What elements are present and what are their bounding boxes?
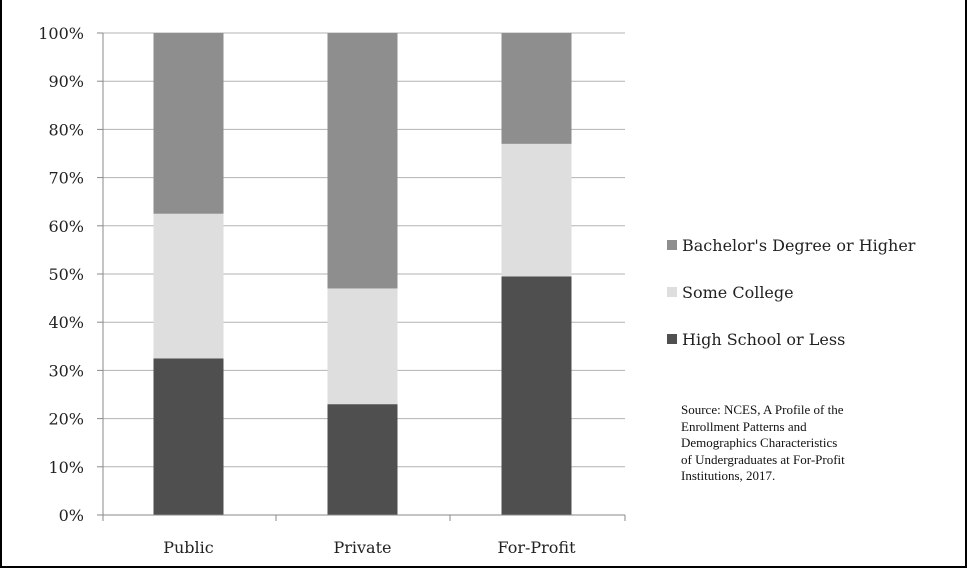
bar-segment-bachelor-s-degree-or-higher: [501, 33, 572, 144]
axes: 0% 10% 20% 30% 40% 50% 60% 70% 80% 90% 100% Public P…: [38, 24, 626, 557]
y-tick-label: 20%: [48, 410, 84, 429]
y-tick-label: 90%: [48, 72, 84, 91]
bar-segment-bachelor-s-degree-or-higher: [153, 33, 224, 214]
y-tick-label: 70%: [48, 169, 84, 188]
source-note-line: Enrollment Patterns and: [681, 418, 807, 434]
bars: [153, 33, 572, 515]
bar-segment-some-college: [153, 213, 224, 359]
y-tick-label: 40%: [48, 313, 84, 332]
legend-swatch: [667, 240, 677, 250]
legend-label: Bachelor's Degree or Higher: [682, 236, 916, 255]
source-note-line: Source: NCES, A Profile of the: [681, 402, 844, 417]
y-tick-label: 100%: [38, 24, 84, 43]
source-note: Source: NCES, A Profile of the Enrollmen…: [681, 402, 946, 485]
source-note-line: of Undergraduates at For-Profit: [681, 451, 845, 467]
bar-segment-high-school-or-less: [327, 404, 398, 515]
bar-segment-some-college: [501, 143, 572, 277]
legend-label: Some College: [682, 283, 794, 302]
bar-segment-high-school-or-less: [153, 358, 224, 515]
bar-segment-high-school-or-less: [501, 276, 572, 515]
legend: Bachelor's Degree or Higher Some College H…: [667, 236, 916, 349]
x-category-label: Private: [333, 538, 391, 557]
legend-swatch: [667, 287, 677, 297]
y-tick-label: 10%: [48, 458, 84, 477]
y-tick-label: 30%: [48, 361, 84, 380]
legend-label: High School or Less: [682, 330, 845, 349]
legend-swatch: [667, 334, 677, 344]
source-note-line: Institutions, 2017.: [681, 468, 776, 483]
y-tick-label: 0%: [59, 506, 84, 525]
y-tick-label: 50%: [48, 265, 84, 284]
x-category-label: Public: [163, 538, 214, 557]
bar-segment-bachelor-s-degree-or-higher: [327, 33, 398, 289]
y-tick-label: 60%: [48, 217, 84, 236]
x-category-label: For-Profit: [497, 538, 576, 557]
bar-segment-some-college: [327, 288, 398, 405]
y-tick-label: 80%: [48, 120, 84, 139]
source-note-line: Demographics Characteristics: [681, 435, 838, 450]
